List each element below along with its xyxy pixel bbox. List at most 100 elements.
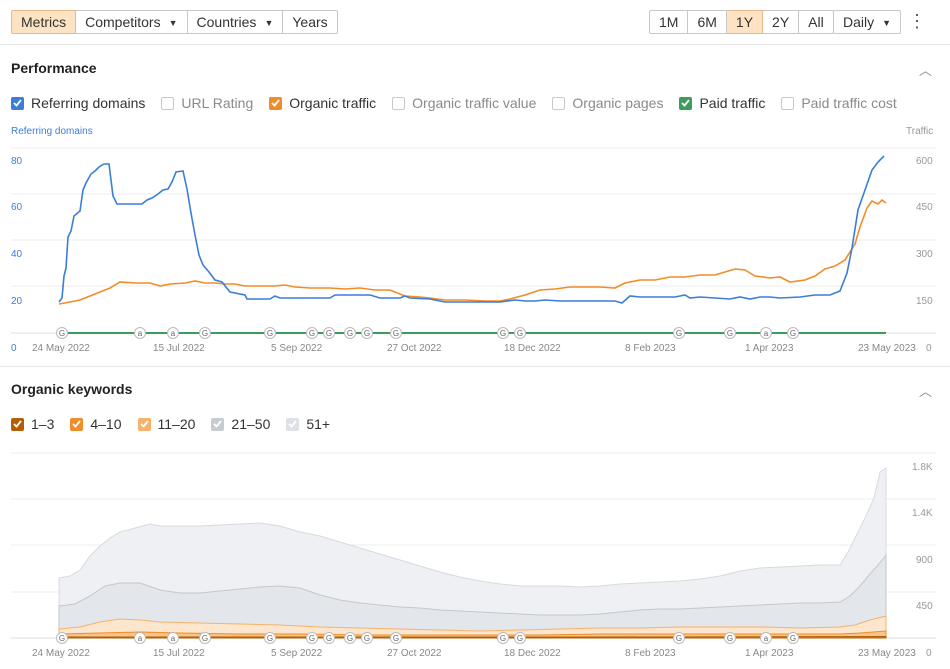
range-6m-button[interactable]: 6M <box>688 10 727 34</box>
tab-years[interactable]: Years <box>283 10 338 34</box>
svg-text:G: G <box>517 634 523 643</box>
left-tick: 80 <box>11 156 23 167</box>
annotation-marker: G <box>199 327 211 339</box>
chevron-up-icon[interactable]: ︿ <box>919 63 933 78</box>
legend-label: Referring domains <box>31 95 146 111</box>
legend-label: Organic traffic value <box>412 95 537 111</box>
top-toolbar: Metrics Competitors ▼ Countries ▼ Years 1M… <box>0 0 950 45</box>
checkbox-checked-icon[interactable] <box>286 417 300 431</box>
checkbox-checked-icon[interactable] <box>11 417 24 431</box>
tab-competitors[interactable]: Competitors ▼ <box>76 10 188 34</box>
annotation-marker: a <box>167 632 179 644</box>
x-tick: 1 Apr 2023 <box>745 648 794 659</box>
marker-label: a <box>171 329 176 338</box>
legend-label: 11–20 <box>157 416 196 432</box>
annotation-marker: a <box>760 632 772 644</box>
checkbox-unchecked-icon[interactable] <box>392 96 406 110</box>
range-label: 1M <box>659 14 679 30</box>
legend-url-rating[interactable]: URL Rating <box>161 95 253 111</box>
checkbox-unchecked-icon[interactable] <box>552 96 566 110</box>
chevron-down-icon: ▼ <box>264 18 274 28</box>
legend-paid-traffic-cost[interactable]: Paid traffic cost <box>781 95 897 111</box>
range-all-button[interactable]: All <box>799 10 834 34</box>
annotation-marker: G <box>724 327 736 339</box>
x-tick: 27 Oct 2022 <box>387 648 442 659</box>
x-tick: 5 Sep 2022 <box>271 648 323 659</box>
tab-competitors-label: Competitors <box>85 14 161 30</box>
checkbox-unchecked-icon[interactable] <box>781 96 795 110</box>
performance-chart[interactable]: 80 60 40 20 0 600 450 300 150 0 24 May 2… <box>0 140 950 360</box>
annotation-marker: G <box>673 632 685 644</box>
x-tick: 18 Dec 2022 <box>504 648 561 659</box>
svg-text:G: G <box>790 634 796 643</box>
legend-position-1-3[interactable]: 1–3 <box>11 416 54 432</box>
annotation-marker: G <box>361 327 373 339</box>
checkbox-checked-icon[interactable] <box>11 96 24 110</box>
checkbox-checked-icon[interactable] <box>137 417 151 431</box>
annotation-marker: a <box>167 327 179 339</box>
annotation-marker: G <box>673 327 685 339</box>
organic-keywords-chart[interactable]: 1.8K 1.4K 900 450 0 24 May 2022 15 Jul 2… <box>0 450 950 669</box>
annotation-marker: G <box>56 632 68 644</box>
annotation-marker: a <box>134 327 146 339</box>
legend-position-11-20[interactable]: 11–20 <box>137 416 196 432</box>
checkbox-unchecked-icon[interactable] <box>161 96 175 110</box>
marker-label: G <box>676 329 682 338</box>
granularity-dropdown[interactable]: Daily ▼ <box>833 10 902 34</box>
legend-organic-traffic-value[interactable]: Organic traffic value <box>392 95 536 111</box>
chevron-down-icon: ▼ <box>882 18 892 28</box>
svg-text:G: G <box>202 634 208 643</box>
legend-paid-traffic[interactable]: Paid traffic <box>679 95 765 111</box>
legend-label: Paid traffic <box>699 95 766 111</box>
range-1m-button[interactable]: 1M <box>649 10 689 34</box>
svg-text:G: G <box>326 634 332 643</box>
marker-label: G <box>202 329 208 338</box>
date-range-selector: 1M 6M 1Y 2Y All <box>649 10 834 34</box>
legend-position-21-50[interactable]: 21–50 <box>211 416 270 432</box>
annotation-marker: G <box>199 632 211 644</box>
right-tick: 450 <box>916 202 933 213</box>
tab-metrics[interactable]: Metrics <box>11 10 77 34</box>
annotation-marker: G <box>344 327 356 339</box>
legend-referring-domains[interactable]: Referring domains <box>11 95 145 111</box>
legend-label: Organic pages <box>572 95 664 111</box>
checkbox-checked-icon[interactable] <box>679 96 693 110</box>
right-tick: 150 <box>916 296 933 307</box>
area-21-50 <box>58 553 887 639</box>
checkbox-checked-icon[interactable] <box>70 417 84 431</box>
legend-label: 4–10 <box>90 416 122 432</box>
annotation-marker: G <box>264 632 276 644</box>
performance-title: Performance <box>11 60 97 76</box>
range-label: 2Y <box>772 14 790 30</box>
more-vertical-icon[interactable]: ⋮ <box>908 11 926 31</box>
section-divider <box>0 366 950 367</box>
annotation-marker: G <box>390 632 402 644</box>
right-tick: 600 <box>916 156 933 167</box>
range-2y-button[interactable]: 2Y <box>763 10 800 34</box>
marker-label: G <box>347 329 353 338</box>
right-tick: 900 <box>916 555 933 566</box>
svg-text:G: G <box>59 634 65 643</box>
legend-label: 1–3 <box>31 416 55 432</box>
svg-text:a: a <box>171 634 176 643</box>
range-label: All <box>808 14 824 30</box>
organic-traffic-line <box>58 198 887 305</box>
marker-label: G <box>364 329 370 338</box>
x-tick: 8 Feb 2023 <box>625 343 676 354</box>
svg-text:a: a <box>764 634 769 643</box>
tab-countries[interactable]: Countries ▼ <box>187 10 284 34</box>
legend-position-51-plus[interactable]: 51+ <box>286 416 330 432</box>
annotation-marker: a <box>134 632 146 644</box>
legend-organic-pages[interactable]: Organic pages <box>552 95 663 111</box>
checkbox-checked-icon[interactable] <box>211 417 225 431</box>
svg-text:G: G <box>364 634 370 643</box>
range-1y-button[interactable]: 1Y <box>726 10 764 34</box>
x-tick: 15 Jul 2022 <box>153 343 205 354</box>
svg-text:G: G <box>309 634 315 643</box>
checkbox-checked-icon[interactable] <box>269 96 283 110</box>
legend-position-4-10[interactable]: 4–10 <box>70 416 122 432</box>
legend-organic-traffic[interactable]: Organic traffic <box>269 95 376 111</box>
chevron-up-icon[interactable]: ︿ <box>919 384 933 399</box>
marker-label: G <box>326 329 332 338</box>
x-tick: 24 May 2022 <box>32 343 90 354</box>
